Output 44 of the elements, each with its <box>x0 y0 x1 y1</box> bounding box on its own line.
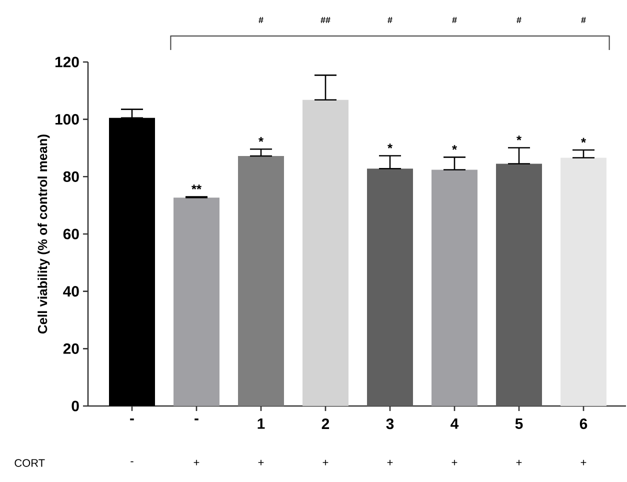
y-tick-label: 40 <box>63 286 79 297</box>
text: + <box>322 460 328 466</box>
x-tick-label: 2 <box>322 418 330 429</box>
text: + <box>258 460 264 466</box>
x-tick-label: 1 <box>258 418 265 429</box>
annotation: * <box>452 145 458 150</box>
text: CORT <box>14 459 45 467</box>
text: + <box>387 460 393 466</box>
bar <box>432 170 478 406</box>
text: # <box>388 16 392 24</box>
text: # <box>452 16 457 24</box>
x-tick-label: - <box>194 418 198 420</box>
y-axis-title: Cell viability (% of control mean) <box>38 134 50 334</box>
annotation: * <box>516 136 522 140</box>
text: + <box>452 460 458 466</box>
text: - <box>130 461 134 462</box>
text: # <box>516 16 522 24</box>
text: + <box>194 460 200 466</box>
y-tick-label: 120 <box>55 56 79 68</box>
text: ## <box>320 16 330 24</box>
y-tick-label: 60 <box>63 228 79 240</box>
bar <box>560 158 607 406</box>
x-tick-label: 4 <box>450 418 459 429</box>
bar <box>238 156 284 406</box>
bar <box>367 168 413 406</box>
annotation: * <box>581 138 586 143</box>
annotation: ** <box>191 184 202 190</box>
bar <box>496 164 542 406</box>
annotation: * <box>258 137 264 142</box>
bar <box>174 198 220 406</box>
y-tick-label: 80 <box>63 171 79 182</box>
y-tick-label: 20 <box>63 343 79 354</box>
y-tick-label: 100 <box>55 114 79 125</box>
text: + <box>516 460 522 466</box>
x-tick-label: 6 <box>580 418 588 430</box>
x-tick-label: - <box>130 418 134 420</box>
bar <box>302 100 348 406</box>
text: # <box>581 16 586 24</box>
annotation: * <box>388 144 393 148</box>
x-tick-label: 3 <box>386 418 394 430</box>
text: + <box>580 460 586 466</box>
x-tick-label: 5 <box>515 418 523 429</box>
text: # <box>258 16 264 24</box>
y-tick-label: 0 <box>72 400 79 412</box>
